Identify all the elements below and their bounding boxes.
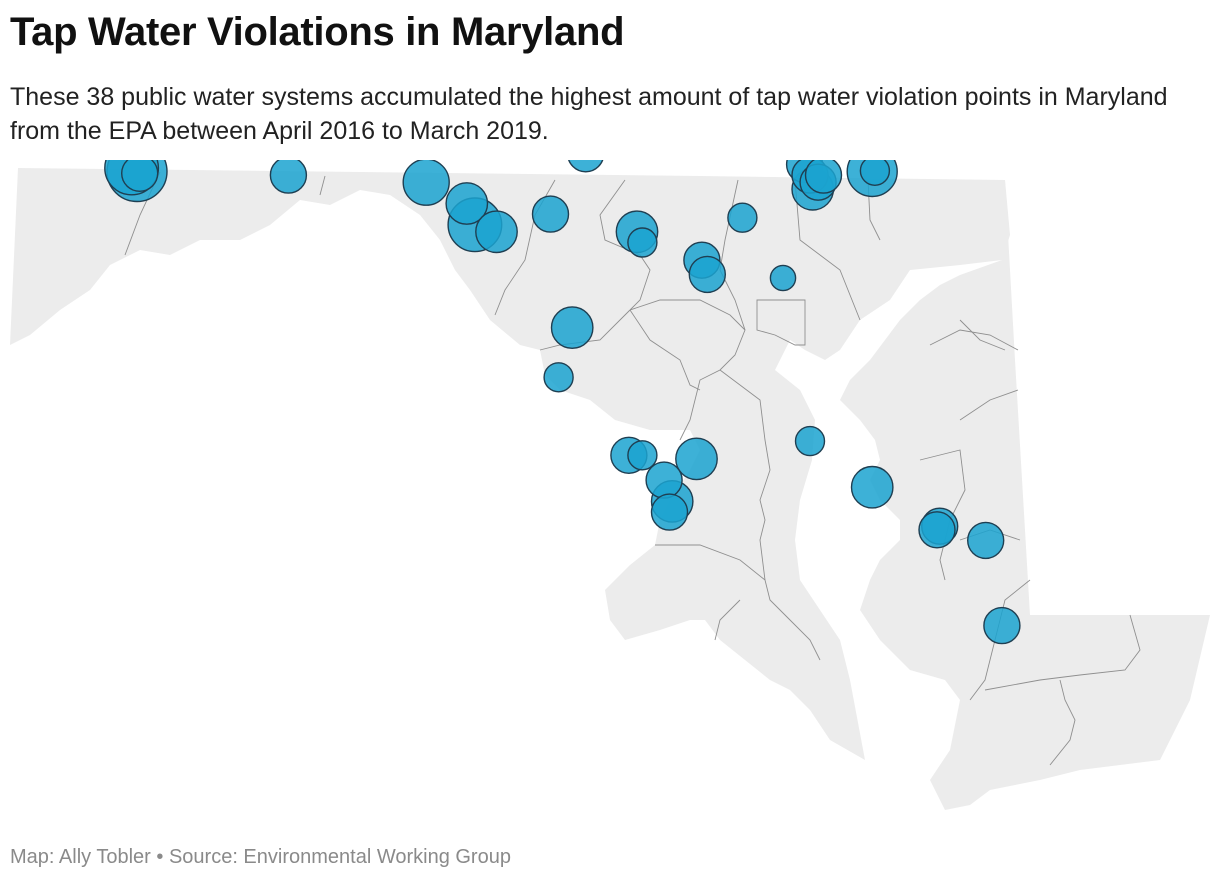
water-system-bubble[interactable] bbox=[550, 306, 594, 349]
water-system-bubble[interactable] bbox=[475, 210, 518, 254]
water-system-bubble[interactable] bbox=[804, 160, 843, 194]
water-system-bubble[interactable] bbox=[645, 461, 683, 499]
water-system-bubble[interactable] bbox=[445, 182, 489, 225]
water-system-bubble[interactable] bbox=[402, 160, 450, 206]
land-layer bbox=[10, 168, 1210, 810]
water-system-bubble[interactable] bbox=[627, 440, 658, 471]
water-system-bubble[interactable] bbox=[850, 465, 894, 509]
water-system-bubble[interactable] bbox=[859, 160, 891, 186]
water-system-bubble[interactable] bbox=[543, 362, 574, 393]
eastern-shore-land bbox=[840, 180, 1210, 810]
footer: Map: Ally Tobler • Source: Environmental… bbox=[10, 846, 511, 869]
water-system-bubble[interactable] bbox=[794, 425, 826, 457]
county-lines bbox=[124, 171, 1141, 766]
chart-title: Tap Water Violations in Maryland bbox=[10, 10, 625, 54]
water-system-bubble[interactable] bbox=[967, 521, 1005, 560]
water-system-bubble[interactable] bbox=[568, 160, 604, 173]
map-credit: Map: Ally Tobler bbox=[10, 846, 151, 868]
water-system-bubble[interactable] bbox=[688, 255, 726, 294]
data-source: Source: Environmental Working Group bbox=[168, 846, 511, 868]
water-system-bubble[interactable] bbox=[675, 437, 718, 481]
water-system-bubble[interactable] bbox=[269, 160, 308, 194]
footer-separator: • bbox=[156, 846, 164, 868]
water-system-bubble[interactable] bbox=[627, 227, 658, 258]
water-system-bubble[interactable] bbox=[121, 160, 159, 192]
water-system-bubble[interactable] bbox=[531, 195, 570, 233]
water-system-bubble[interactable] bbox=[918, 511, 956, 549]
system-bubbles bbox=[104, 160, 1021, 645]
water-system-bubble[interactable] bbox=[769, 264, 797, 292]
western-maryland-land bbox=[10, 168, 1010, 760]
water-system-bubble[interactable] bbox=[650, 493, 689, 531]
water-system-bubble[interactable] bbox=[727, 202, 758, 233]
maryland-map bbox=[10, 160, 1210, 810]
chart-subtitle: These 38 public water systems accumulate… bbox=[10, 83, 1168, 145]
water-system-bubble[interactable] bbox=[983, 606, 1021, 645]
